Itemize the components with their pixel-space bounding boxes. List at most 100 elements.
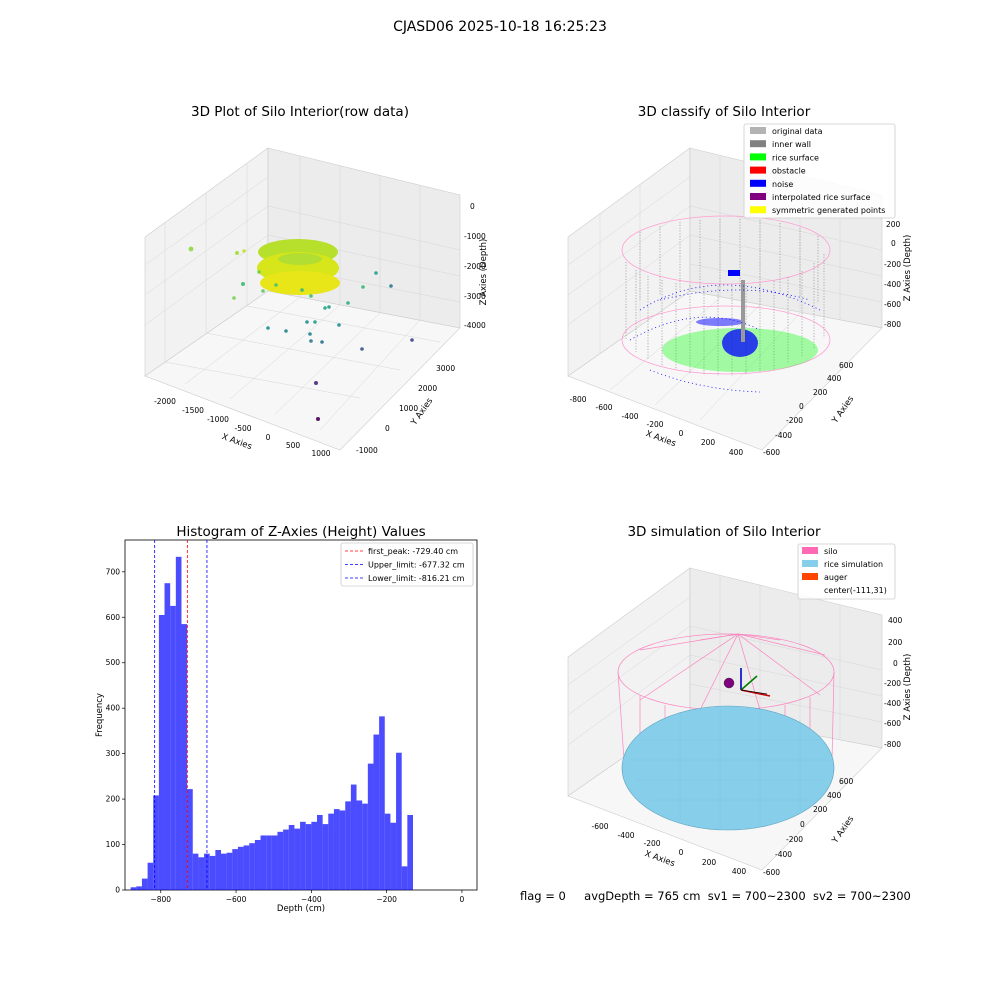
classify-y-ticks: 600 400 200 0 -200 -400 -600: [763, 361, 854, 457]
classify-legend-label: interpolated rice surface: [772, 193, 870, 202]
histogram-reference-lines: [154, 540, 208, 890]
histogram-bar: [317, 815, 323, 890]
histogram-y-label: Frequency: [95, 693, 105, 737]
simulation-x-tick: 400: [732, 867, 747, 876]
classify-legend-label: inner wall: [772, 140, 811, 149]
histogram-bar: [339, 810, 346, 890]
histogram-bar: [300, 821, 306, 890]
classify-cylinder: [621, 215, 831, 393]
simulation-z-tick: 200: [888, 638, 903, 647]
classify-legend-swatch: [750, 127, 766, 134]
simulation-z-tick: -200: [884, 679, 901, 688]
simulation-legend-swatch: [802, 573, 818, 580]
histogram-bar: [254, 840, 261, 890]
footer-flag: flag = 0: [520, 889, 566, 903]
footer-avg-depth: avgDepth = 765 cm: [584, 889, 701, 903]
classify-x-tick: -400: [621, 412, 638, 421]
histogram-bar: [130, 887, 137, 890]
classify-center-post: [741, 280, 745, 342]
classify-y-tick: 400: [827, 374, 842, 383]
classify-y-tick: -400: [775, 431, 792, 440]
classify-x-tick: 200: [701, 438, 716, 447]
simulation-x-ticks: -600 -400 -200 0 200 400: [591, 822, 746, 876]
simulation-y-label: Y Axies: [830, 814, 857, 846]
histogram-bar: [226, 852, 233, 890]
classify-legend-swatch: [750, 206, 766, 214]
histogram-x-tick: 0: [460, 895, 465, 904]
simulation-x-tick: 200: [702, 858, 717, 867]
histogram-y-tick: 100: [106, 840, 121, 849]
simulation-title: 3D simulation of Silo Interior: [627, 524, 821, 540]
figure-suptitle: CJASD06 2025-10-18 16:25:23: [393, 19, 607, 35]
histogram-bar: [311, 821, 317, 890]
histogram-bars: [130, 556, 413, 890]
classify-noise-cluster: [722, 329, 758, 357]
raw-z-tick: -1000: [464, 232, 486, 241]
histogram-y-ticks: 0 100 200 300 400 500 600 700: [106, 567, 125, 895]
simulation-z-tick: -800: [884, 740, 901, 749]
histogram-bar: [379, 716, 385, 890]
raw-ring-hole: [278, 253, 322, 265]
simulation-y-tick: 200: [813, 805, 828, 814]
classify-x-tick: -200: [646, 420, 663, 429]
classify-z-label: Z Axies (Depth): [903, 235, 913, 302]
panel-classify-title: 3D classify of Silo Interior: [638, 104, 811, 120]
simulation-y-tick: 0: [800, 820, 805, 829]
histogram-y-tick: 500: [106, 658, 121, 667]
raw-z-ticks: 0 -1000 -2000 -3000 -4000: [464, 202, 486, 330]
histogram-bar: [260, 835, 267, 890]
histogram-y-tick: 0: [115, 886, 120, 895]
raw-x-tick: -1500: [182, 406, 204, 415]
simulation-z-ticks: 400 200 0 -200 -400 -600 -800: [884, 616, 903, 749]
histogram-legend: first_peak: -729.40 cm Upper_limit: -677.…: [340, 542, 474, 587]
panel-raw-data: 3D Plot of Silo Interior(row data): [144, 104, 489, 458]
histogram-legend-label: Lower_limit: -816.21 cm: [368, 574, 465, 583]
histogram-bar: [215, 850, 221, 890]
simulation-x-tick: -400: [617, 831, 634, 840]
simulation-legend: silo rice simulation auger center(-111,31): [797, 543, 896, 600]
simulation-y-tick: -600: [763, 868, 780, 877]
histogram-bar: [271, 835, 278, 890]
raw-z-tick: -2000: [464, 262, 486, 271]
histogram-bar: [198, 857, 205, 890]
raw-x-tick: 500: [286, 441, 301, 450]
histogram-y-tick: 200: [106, 795, 121, 804]
histogram-bar: [367, 763, 374, 890]
classify-y-tick: 600: [839, 361, 854, 370]
histogram-bar: [232, 849, 238, 890]
classify-y-tick: -600: [763, 448, 780, 457]
classify-y-tick: 200: [813, 388, 828, 397]
raw-y-tick: 1000: [399, 404, 418, 413]
histogram-x-ticks: −800 −600 −400 −200 0: [150, 890, 465, 904]
classify-x-ticks: -800 -600 -400 -200 0 200 400: [569, 395, 743, 457]
histogram-bar: [396, 752, 402, 890]
histogram-bar: [209, 855, 216, 890]
raw-x-label: X Axies: [220, 432, 253, 452]
histogram-bar: [192, 853, 199, 890]
histogram-bar: [390, 822, 397, 890]
simulation-legend-swatch: [802, 547, 818, 554]
histogram-x-tick: −200: [376, 895, 397, 904]
classify-x-label: X Axies: [644, 429, 677, 449]
histogram-y-tick: 600: [106, 613, 121, 622]
histogram-bar: [384, 813, 391, 890]
histogram-bar: [277, 831, 284, 890]
histogram-y-tick: 400: [106, 704, 121, 713]
histogram-bar: [164, 583, 171, 890]
classify-x-tick: -600: [595, 403, 612, 412]
simulation-rice-surface: [621, 705, 835, 831]
footer-sv2: sv2 = 700~2300: [812, 889, 911, 903]
histogram-bar: [175, 556, 182, 890]
simulation-y-tick: 600: [839, 777, 854, 786]
classify-x-tick: -800: [569, 395, 586, 404]
histogram-bar: [356, 800, 363, 890]
raw-x-tick: -500: [234, 424, 251, 433]
classify-x-tick: 0: [679, 429, 684, 438]
classify-legend-swatch: [750, 166, 766, 174]
histogram-bar: [249, 843, 255, 890]
histogram-bar: [283, 829, 289, 890]
raw-y-ticks: -1000 0 1000 2000 3000: [356, 364, 455, 455]
raw-y-tick: 2000: [418, 384, 437, 393]
histogram-bar: [350, 784, 357, 890]
